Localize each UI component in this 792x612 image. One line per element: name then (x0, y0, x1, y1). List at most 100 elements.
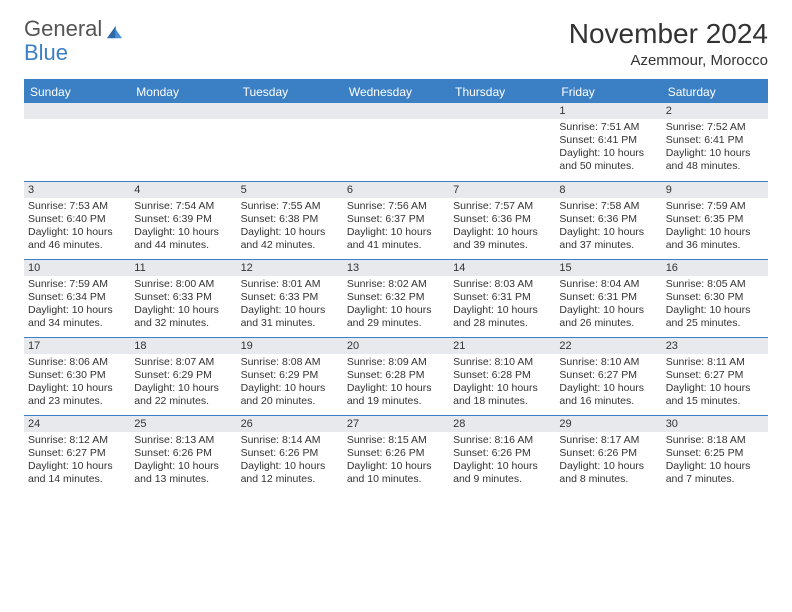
day-number: 3 (24, 182, 130, 198)
day-details: Sunrise: 8:00 AMSunset: 6:33 PMDaylight:… (130, 276, 236, 335)
weekday-header: Tuesday (237, 80, 343, 103)
calendar-cell: 12Sunrise: 8:01 AMSunset: 6:33 PMDayligh… (237, 259, 343, 337)
day-details: Sunrise: 7:59 AMSunset: 6:34 PMDaylight:… (24, 276, 130, 335)
calendar-table: SundayMondayTuesdayWednesdayThursdayFrid… (24, 79, 768, 493)
day-number: 28 (449, 416, 555, 432)
weekday-header: Monday (130, 80, 236, 103)
day-number: 25 (130, 416, 236, 432)
calendar-cell: 15Sunrise: 8:04 AMSunset: 6:31 PMDayligh… (555, 259, 661, 337)
day-number: 12 (237, 260, 343, 276)
day-number: 6 (343, 182, 449, 198)
day-details: Sunrise: 8:17 AMSunset: 6:26 PMDaylight:… (555, 432, 661, 491)
day-number: 21 (449, 338, 555, 354)
day-details: Sunrise: 8:15 AMSunset: 6:26 PMDaylight:… (343, 432, 449, 491)
day-details: Sunrise: 7:58 AMSunset: 6:36 PMDaylight:… (555, 198, 661, 257)
day-details: Sunrise: 8:10 AMSunset: 6:28 PMDaylight:… (449, 354, 555, 413)
day-details: Sunrise: 8:16 AMSunset: 6:26 PMDaylight:… (449, 432, 555, 491)
calendar-cell (237, 103, 343, 181)
day-details: Sunrise: 7:55 AMSunset: 6:38 PMDaylight:… (237, 198, 343, 257)
calendar-cell: 16Sunrise: 8:05 AMSunset: 6:30 PMDayligh… (662, 259, 768, 337)
day-number: 19 (237, 338, 343, 354)
day-number: 29 (555, 416, 661, 432)
calendar-cell: 18Sunrise: 8:07 AMSunset: 6:29 PMDayligh… (130, 337, 236, 415)
brand-logo: GeneralBlue (24, 18, 122, 64)
calendar-cell: 20Sunrise: 8:09 AMSunset: 6:28 PMDayligh… (343, 337, 449, 415)
calendar-header-row: SundayMondayTuesdayWednesdayThursdayFrid… (24, 80, 768, 103)
day-number: 20 (343, 338, 449, 354)
day-details: Sunrise: 8:09 AMSunset: 6:28 PMDaylight:… (343, 354, 449, 413)
calendar-cell: 9Sunrise: 7:59 AMSunset: 6:35 PMDaylight… (662, 181, 768, 259)
calendar-cell: 4Sunrise: 7:54 AMSunset: 6:39 PMDaylight… (130, 181, 236, 259)
day-number: 24 (24, 416, 130, 432)
brand-part2: Blue (24, 42, 68, 64)
calendar-cell: 7Sunrise: 7:57 AMSunset: 6:36 PMDaylight… (449, 181, 555, 259)
calendar-cell: 10Sunrise: 7:59 AMSunset: 6:34 PMDayligh… (24, 259, 130, 337)
day-details: Sunrise: 7:53 AMSunset: 6:40 PMDaylight:… (24, 198, 130, 257)
day-number: 9 (662, 182, 768, 198)
day-details: Sunrise: 8:10 AMSunset: 6:27 PMDaylight:… (555, 354, 661, 413)
calendar-cell: 8Sunrise: 7:58 AMSunset: 6:36 PMDaylight… (555, 181, 661, 259)
day-details: Sunrise: 8:01 AMSunset: 6:33 PMDaylight:… (237, 276, 343, 335)
day-number: 8 (555, 182, 661, 198)
calendar-cell (130, 103, 236, 181)
day-details: Sunrise: 8:14 AMSunset: 6:26 PMDaylight:… (237, 432, 343, 491)
calendar-body: 1Sunrise: 7:51 AMSunset: 6:41 PMDaylight… (24, 103, 768, 493)
day-number: 26 (237, 416, 343, 432)
weekday-header: Saturday (662, 80, 768, 103)
brand-part1: General (24, 18, 102, 40)
day-number: 11 (130, 260, 236, 276)
day-number: 10 (24, 260, 130, 276)
day-details: Sunrise: 7:59 AMSunset: 6:35 PMDaylight:… (662, 198, 768, 257)
calendar-cell: 26Sunrise: 8:14 AMSunset: 6:26 PMDayligh… (237, 415, 343, 493)
day-details: Sunrise: 8:08 AMSunset: 6:29 PMDaylight:… (237, 354, 343, 413)
day-number: 7 (449, 182, 555, 198)
day-details: Sunrise: 8:05 AMSunset: 6:30 PMDaylight:… (662, 276, 768, 335)
day-number: 13 (343, 260, 449, 276)
day-details: Sunrise: 8:07 AMSunset: 6:29 PMDaylight:… (130, 354, 236, 413)
calendar-cell: 2Sunrise: 7:52 AMSunset: 6:41 PMDaylight… (662, 103, 768, 181)
day-details: Sunrise: 7:51 AMSunset: 6:41 PMDaylight:… (555, 119, 661, 178)
brand-sail-icon (104, 24, 124, 40)
day-details: Sunrise: 7:57 AMSunset: 6:36 PMDaylight:… (449, 198, 555, 257)
day-details: Sunrise: 8:04 AMSunset: 6:31 PMDaylight:… (555, 276, 661, 335)
month-title: November 2024 (569, 18, 768, 50)
page-header: GeneralBlue November 2024 Azemmour, Moro… (24, 18, 768, 69)
day-number: 14 (449, 260, 555, 276)
day-details: Sunrise: 8:02 AMSunset: 6:32 PMDaylight:… (343, 276, 449, 335)
day-details: Sunrise: 7:54 AMSunset: 6:39 PMDaylight:… (130, 198, 236, 257)
day-number: 2 (662, 103, 768, 119)
day-details: Sunrise: 8:11 AMSunset: 6:27 PMDaylight:… (662, 354, 768, 413)
weekday-header: Sunday (24, 80, 130, 103)
calendar-cell: 23Sunrise: 8:11 AMSunset: 6:27 PMDayligh… (662, 337, 768, 415)
calendar-cell: 17Sunrise: 8:06 AMSunset: 6:30 PMDayligh… (24, 337, 130, 415)
weekday-header: Wednesday (343, 80, 449, 103)
day-details: Sunrise: 8:13 AMSunset: 6:26 PMDaylight:… (130, 432, 236, 491)
day-number: 16 (662, 260, 768, 276)
day-number: 15 (555, 260, 661, 276)
day-details: Sunrise: 8:03 AMSunset: 6:31 PMDaylight:… (449, 276, 555, 335)
calendar-cell: 27Sunrise: 8:15 AMSunset: 6:26 PMDayligh… (343, 415, 449, 493)
calendar-cell: 1Sunrise: 7:51 AMSunset: 6:41 PMDaylight… (555, 103, 661, 181)
day-number: 27 (343, 416, 449, 432)
calendar-cell: 28Sunrise: 8:16 AMSunset: 6:26 PMDayligh… (449, 415, 555, 493)
day-number: 4 (130, 182, 236, 198)
day-details: Sunrise: 8:06 AMSunset: 6:30 PMDaylight:… (24, 354, 130, 413)
calendar-cell (343, 103, 449, 181)
calendar-cell: 30Sunrise: 8:18 AMSunset: 6:25 PMDayligh… (662, 415, 768, 493)
day-number: 17 (24, 338, 130, 354)
weekday-header: Friday (555, 80, 661, 103)
location-label: Azemmour, Morocco (569, 52, 768, 69)
day-details: Sunrise: 8:12 AMSunset: 6:27 PMDaylight:… (24, 432, 130, 491)
calendar-cell: 24Sunrise: 8:12 AMSunset: 6:27 PMDayligh… (24, 415, 130, 493)
calendar-cell: 3Sunrise: 7:53 AMSunset: 6:40 PMDaylight… (24, 181, 130, 259)
calendar-cell: 6Sunrise: 7:56 AMSunset: 6:37 PMDaylight… (343, 181, 449, 259)
day-number: 30 (662, 416, 768, 432)
day-number: 18 (130, 338, 236, 354)
day-details: Sunrise: 7:56 AMSunset: 6:37 PMDaylight:… (343, 198, 449, 257)
calendar-cell: 25Sunrise: 8:13 AMSunset: 6:26 PMDayligh… (130, 415, 236, 493)
day-details: Sunrise: 8:18 AMSunset: 6:25 PMDaylight:… (662, 432, 768, 491)
calendar-cell (24, 103, 130, 181)
day-number: 23 (662, 338, 768, 354)
day-number: 1 (555, 103, 661, 119)
calendar-cell: 22Sunrise: 8:10 AMSunset: 6:27 PMDayligh… (555, 337, 661, 415)
